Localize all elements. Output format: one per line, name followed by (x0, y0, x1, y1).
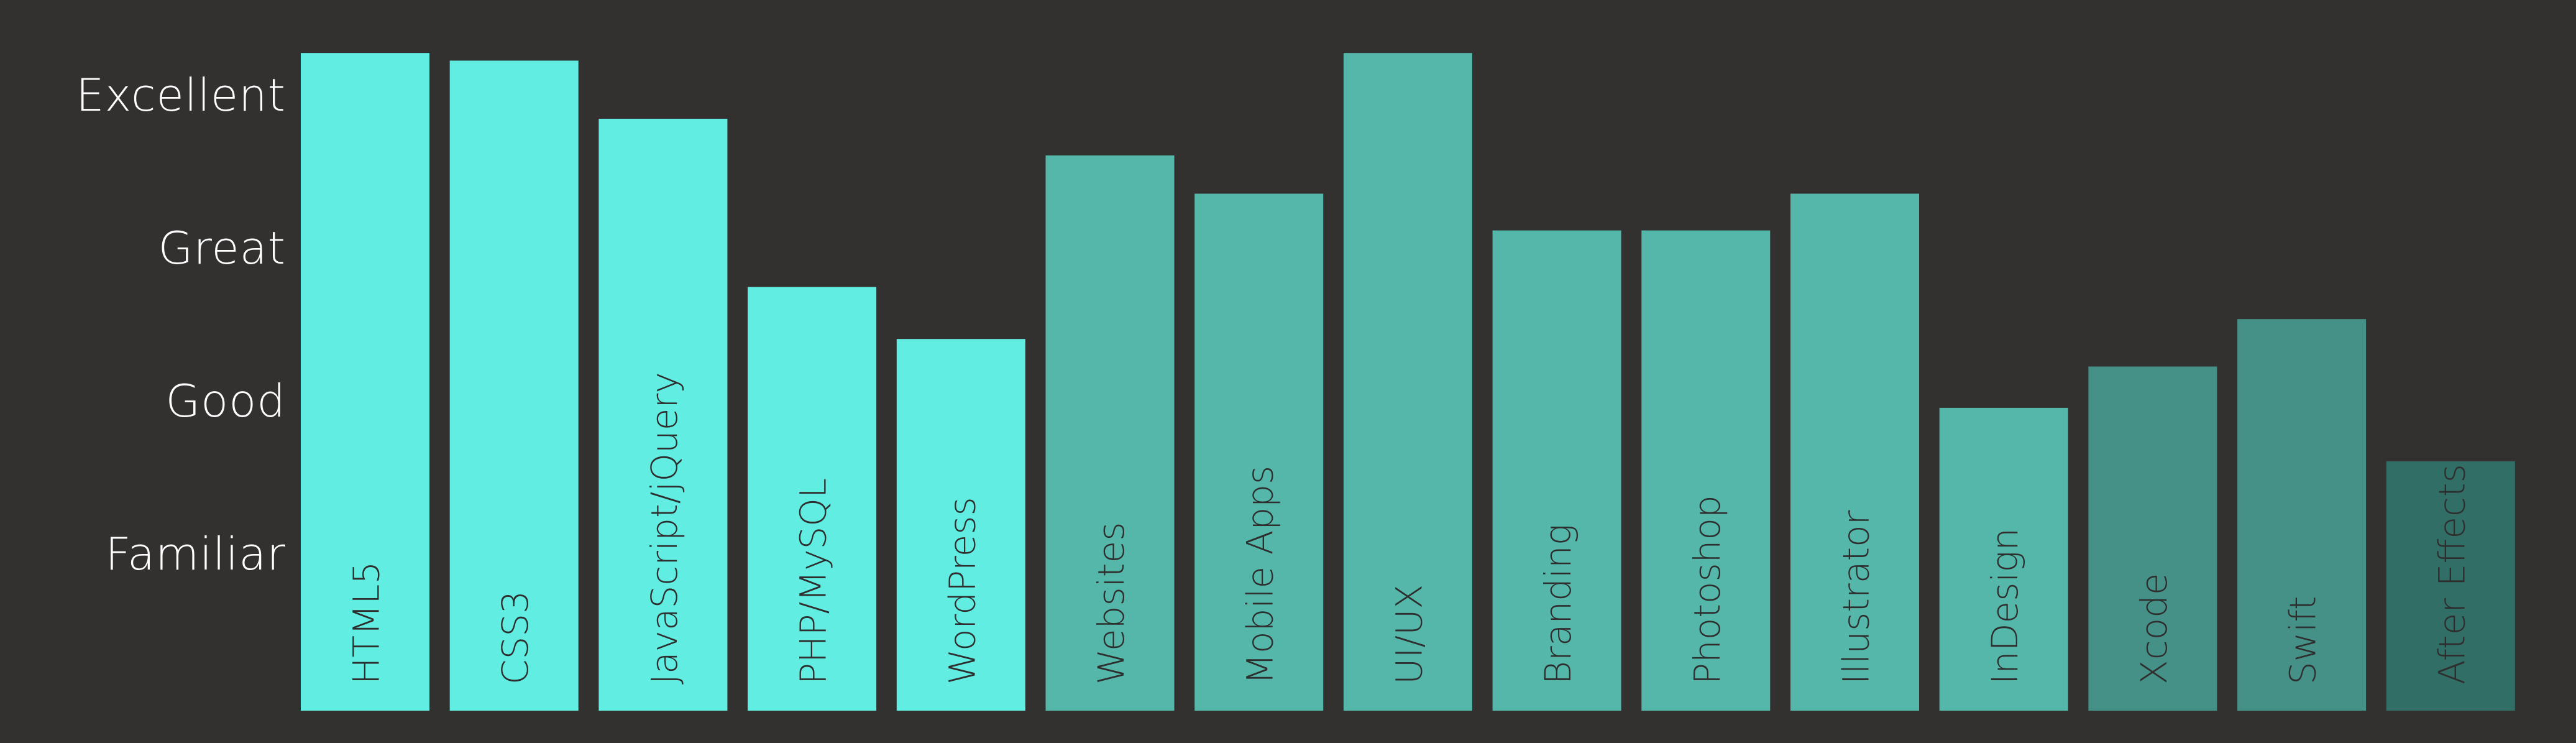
bar-group: Swift (2237, 319, 2367, 711)
bar-label: Mobile Apps (1239, 466, 1281, 685)
bar-wordpress (896, 339, 1025, 711)
bar-photoshop (1641, 230, 1771, 711)
bar-label: Photoshop (1686, 495, 1728, 685)
bar-group: After Effects (2386, 461, 2515, 711)
bar-label: Websites (1090, 522, 1132, 685)
bar-group: HTML5 (301, 53, 429, 711)
bar-label: Swift (2282, 596, 2324, 685)
bar-group: JavaScript/jQuery (598, 119, 728, 711)
bar-group: PHP/MySQL (748, 287, 877, 711)
bar-after-effects (2386, 461, 2515, 711)
bar-group: CSS3 (449, 60, 579, 711)
y-tick-label-good: Good (165, 375, 286, 427)
bar-indesign (1939, 407, 2068, 711)
bar-swift (2237, 319, 2367, 711)
bar-label: Illustrator (1835, 510, 1877, 685)
bar-mobile-apps (1194, 193, 1324, 711)
bar-illustrator (1790, 193, 1919, 711)
bar-websites (1045, 155, 1175, 711)
bar-group: Branding (1492, 230, 1621, 711)
bar-group: Xcode (2088, 366, 2217, 711)
bar-label: JavaScript/jQuery (643, 372, 685, 685)
bar-group: InDesign (1939, 407, 2068, 711)
bar-label: After Effects (2431, 464, 2473, 685)
bar-label: Branding (1537, 524, 1579, 685)
y-tick-label-great: Great (158, 222, 286, 274)
bar-label: HTML5 (346, 561, 388, 685)
bar-label: UI/UX (1388, 584, 1430, 685)
bar-group: Mobile Apps (1194, 193, 1324, 711)
bar-label: WordPress (941, 497, 983, 685)
bar-group: UI/UX (1343, 53, 1472, 711)
bar-label: PHP/MySQL (792, 478, 835, 685)
bar-css3 (449, 60, 579, 711)
bar-ui-ux (1343, 53, 1472, 711)
y-tick-label-familiar: Familiar (105, 528, 286, 580)
bar-group: WordPress (896, 339, 1025, 711)
bar-html5 (301, 53, 429, 711)
bar-label: InDesign (1984, 528, 2026, 685)
bar-xcode (2088, 366, 2217, 711)
y-tick-label-excellent: Excellent (76, 69, 286, 121)
bar-php-mysql (748, 287, 877, 711)
bar-branding (1492, 230, 1621, 711)
bar-javascript-jquery (598, 119, 728, 711)
bar-group: Illustrator (1790, 193, 1919, 711)
bar-label: CSS3 (494, 591, 536, 685)
bar-group: Websites (1045, 155, 1175, 711)
bar-label: Xcode (2133, 573, 2175, 685)
bar-group: Photoshop (1641, 230, 1771, 711)
